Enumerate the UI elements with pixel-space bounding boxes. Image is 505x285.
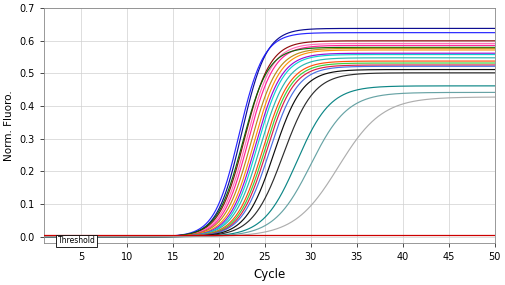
X-axis label: Cycle: Cycle bbox=[254, 268, 285, 281]
Text: Threshold: Threshold bbox=[58, 236, 96, 245]
Y-axis label: Norm. Fluoro.: Norm. Fluoro. bbox=[4, 90, 14, 161]
